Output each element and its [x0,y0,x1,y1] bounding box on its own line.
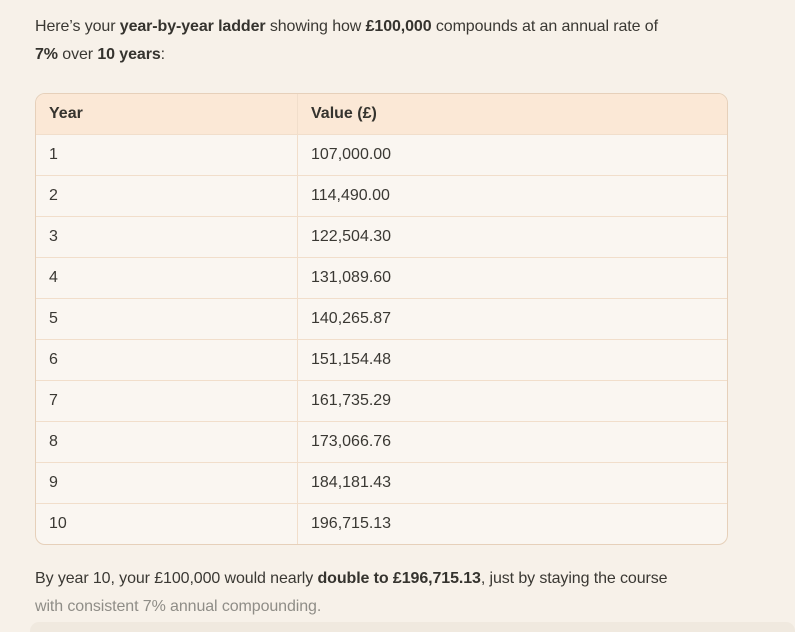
year-cell: 2 [36,175,297,216]
table-header-row: Year Value (£) [36,94,727,134]
value-cell: 151,154.48 [297,339,727,380]
year-cell: 3 [36,216,297,257]
table-header-value: Value (£) [297,94,727,134]
outro-text: By year 10, your £100,000 would nearly [35,570,318,587]
intro-line-1: Here’s your year-by-year ladder showing … [35,13,735,41]
table-row: 9 184,181.43 [36,462,727,503]
intro-bold-years: 10 years [97,46,161,63]
table-row: 3 122,504.30 [36,216,727,257]
table-row: 2 114,490.00 [36,175,727,216]
outro-line-1: By year 10, your £100,000 would nearly d… [35,565,735,593]
outro-text: , just by staying the course [480,570,668,587]
year-cell: 10 [36,503,297,544]
bottom-panel-edge [30,622,795,632]
value-cell: 196,715.13 [297,503,727,544]
value-cell: 140,265.87 [297,298,727,339]
table-row: 8 173,066.76 [36,421,727,462]
intro-line-2: 7% over 10 years: [35,41,735,69]
table-row: 7 161,735.29 [36,380,727,421]
table-row: 1 107,000.00 [36,134,727,175]
value-cell: 131,089.60 [297,257,727,298]
year-cell: 9 [36,462,297,503]
table-row: 6 151,154.48 [36,339,727,380]
value-cell: 173,066.76 [297,421,727,462]
year-cell: 8 [36,421,297,462]
outro-paragraph: By year 10, your £100,000 would nearly d… [35,565,735,621]
intro-text: : [160,46,165,63]
intro-text: compounds at an annual rate of [431,18,658,35]
table-row: 4 131,089.60 [36,257,727,298]
year-cell: 1 [36,134,297,175]
value-cell: 122,504.30 [297,216,727,257]
value-cell: 184,181.43 [297,462,727,503]
intro-paragraph: Here’s your year-by-year ladder showing … [35,13,735,69]
intro-bold-principal: £100,000 [365,18,432,35]
outro-bold-double: double to £196,715.13 [317,570,481,587]
table-row: 5 140,265.87 [36,298,727,339]
outro-line-2: with consistent 7% annual compounding. [35,598,322,615]
value-cell: 161,735.29 [297,380,727,421]
year-cell: 4 [36,257,297,298]
intro-text: Here’s your [35,18,120,35]
value-cell: 114,490.00 [297,175,727,216]
year-cell: 7 [36,380,297,421]
intro-text: over [57,46,98,63]
intro-text: showing how [265,18,366,35]
intro-bold-ladder: year-by-year ladder [119,18,266,35]
compound-growth-table: Year Value (£) 1 107,000.00 2 114,490.00 3… [35,93,728,545]
intro-bold-rate: 7% [35,46,58,63]
year-cell: 6 [36,339,297,380]
table-row: 10 196,715.13 [36,503,727,544]
table-header-year: Year [36,94,297,134]
chat-message: Here’s your year-by-year ladder showing … [35,0,735,621]
year-cell: 5 [36,298,297,339]
value-cell: 107,000.00 [297,134,727,175]
